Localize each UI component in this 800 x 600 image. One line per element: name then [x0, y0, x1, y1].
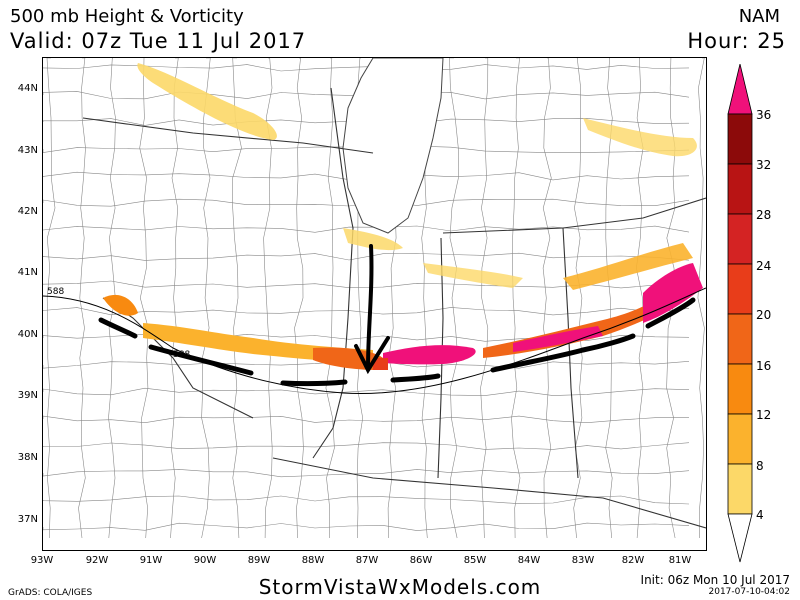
lon-label: 91W	[139, 555, 163, 566]
colorbar	[727, 64, 753, 563]
lat-label: 40N	[17, 329, 38, 340]
colorbar-label: 24	[756, 259, 772, 273]
lon-label: 82W	[621, 555, 645, 566]
software-credit: GrADS: COLA/IGES	[8, 588, 93, 598]
height-contour-588	[43, 287, 706, 395]
forecast-hour: Hour: 25	[687, 29, 786, 53]
colorbar-label: 4	[756, 508, 764, 522]
lat-label: 43N	[17, 145, 38, 156]
timestamp: 2017-07-10-04:02	[708, 587, 791, 597]
lat-label: 39N	[17, 390, 38, 401]
valid-time: Valid: 07z Tue 11 Jul 2017	[10, 29, 307, 53]
trough-annotations	[98, 297, 696, 387]
colorbar-label: 8	[756, 459, 764, 473]
vorticity-shading	[103, 63, 703, 370]
lon-label: 84W	[517, 555, 541, 566]
colorbar-label: 12	[756, 408, 772, 422]
map-panel: 588 588	[42, 57, 707, 551]
state-boundaries	[82, 87, 706, 529]
init-time: Init: 06z Mon 10 Jul 2017	[640, 573, 790, 587]
lon-label: 87W	[355, 555, 379, 566]
lon-label: 90W	[193, 555, 217, 566]
lake-michigan	[342, 58, 444, 234]
site-name: StormVistaWxModels.com	[258, 575, 542, 599]
lon-label: 86W	[409, 555, 433, 566]
map-title: 500 mb Height & Vorticity	[10, 6, 244, 27]
colorbar-label: 16	[756, 359, 772, 373]
colorbar-label: 28	[756, 208, 772, 222]
contour-label: 588	[47, 287, 64, 297]
colorbar-label: 20	[756, 308, 772, 322]
lon-label: 92W	[85, 555, 109, 566]
map-canvas: 588 588	[43, 58, 706, 539]
lat-label: 41N	[17, 267, 38, 278]
model-name: NAM	[738, 6, 780, 27]
lat-label: 44N	[17, 83, 38, 94]
lon-label: 83W	[571, 555, 595, 566]
lat-label: 37N	[17, 514, 38, 525]
colorbar-label: 32	[756, 158, 772, 172]
lon-label: 89W	[247, 555, 271, 566]
arrow-annotation	[354, 244, 390, 375]
lat-label: 42N	[17, 206, 38, 217]
lon-label: 88W	[301, 555, 325, 566]
lon-label: 85W	[463, 555, 487, 566]
colorbar-label: 36	[756, 108, 772, 122]
lon-label: 93W	[30, 555, 54, 566]
county-boundaries	[43, 58, 705, 539]
contour-label: 588	[173, 350, 190, 360]
lon-label: 81W	[668, 555, 692, 566]
lat-label: 38N	[17, 452, 38, 463]
